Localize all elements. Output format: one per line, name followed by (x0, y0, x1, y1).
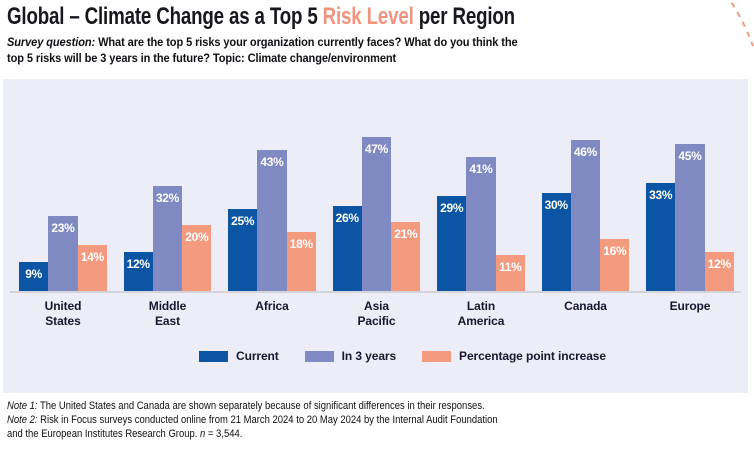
legend-swatch-current (199, 350, 229, 362)
bar-in-3-years: 47% (361, 137, 392, 291)
category-label-latin-america: Latin America (457, 299, 505, 328)
legend-label-increase: Percentage point increase (459, 349, 606, 363)
bar-group-united-states: 9% 23% 14% (19, 216, 107, 291)
note-3-n: n (200, 427, 206, 440)
category-label-united-states: United States (44, 299, 82, 328)
category-label-europe: Europe (669, 299, 711, 313)
bar-percentage-point-increase: 11% (495, 255, 525, 291)
legend-label-in-3-years: In 3 years (341, 349, 397, 363)
bar-in-3-years: 46% (570, 140, 601, 291)
bar-percentage-point-increase: 12% (704, 252, 734, 291)
category-label-middle-east: Middle East (148, 299, 187, 328)
bar-value-label: 11% (499, 260, 522, 274)
bar-value-label: 23% (51, 221, 75, 235)
footnotes: Note 1: The United States and Canada are… (7, 400, 498, 442)
bar-value-label: 16% (603, 244, 627, 258)
bar-current: 33% (646, 183, 676, 291)
note-1-prefix: Note 1: (7, 400, 38, 412)
bar-percentage-point-increase: 20% (182, 225, 212, 291)
note-3-post: = 3,544. (205, 427, 243, 440)
subtitle-line1-text: What are the top 5 risks your organizati… (95, 35, 518, 50)
bar-in-3-years: 45% (675, 144, 705, 291)
dashed-arc-decoration-icon (728, 0, 754, 46)
bar-in-3-years: 43% (257, 150, 287, 291)
bar-group-canada: 30% 46% 16% (541, 140, 630, 291)
bar-value-label: 20% (185, 230, 209, 244)
bar-current: 26% (332, 206, 362, 291)
bar-group-africa: 25% 43% 18% (228, 150, 316, 291)
bars-area: 9% 23% 14% 12% 32% 20% 25% 43% 18% 26% 47% 21% 29% 41… (19, 79, 734, 291)
bar-value-label: 26% (335, 211, 359, 225)
bar-percentage-point-increase: 21% (391, 222, 421, 291)
bar-value-label: 12% (707, 257, 731, 271)
bar-value-label: 29% (440, 201, 464, 215)
bar-value-label: 18% (289, 237, 313, 251)
page-title: Global – Climate Change as a Top 5 Risk … (7, 3, 515, 30)
bar-percentage-point-increase: 14% (77, 245, 107, 291)
note-1-text: The United States and Canada are shown s… (37, 400, 485, 412)
x-axis-line (10, 291, 741, 293)
subtitle-line-2: top 5 risks will be 3 years in the futur… (7, 51, 397, 66)
note-1: Note 1: The United States and Canada are… (7, 400, 498, 414)
bar-value-label: 21% (394, 227, 418, 241)
note-3-pre: and the European Institutes Research Gro… (7, 427, 201, 440)
bar-value-label: 33% (649, 188, 673, 202)
bar-current: 9% (19, 262, 49, 291)
note-2: Note 2: Risk in Focus surveys conducted … (7, 414, 498, 428)
legend-swatch-increase (422, 350, 452, 362)
bar-percentage-point-increase: 18% (286, 232, 316, 291)
category-labels: United States Middle East Africa Asia Pacif… (19, 299, 734, 329)
note-2-prefix: Note 2: (7, 413, 38, 426)
title-accent: Risk Level (322, 3, 414, 30)
bar-value-label: 45% (678, 149, 702, 163)
legend-swatch-in-3-years (304, 350, 334, 362)
legend-item-increase: Percentage point increase (422, 349, 606, 363)
survey-question-subtitle: Survey question: What are the top 5 risk… (7, 35, 606, 67)
bar-value-label: 41% (469, 162, 493, 176)
title-pre: Global – Climate Change as a Top 5 (7, 3, 323, 30)
note-2-continued: and the European Institutes Research Gro… (7, 428, 498, 442)
bar-value-label: 30% (544, 198, 568, 212)
bar-current: 29% (437, 196, 467, 291)
category-label-canada: Canada (564, 299, 607, 313)
bar-group-europe: 33% 45% 12% (646, 144, 734, 291)
legend-label-current: Current (236, 349, 279, 363)
legend-item-current: Current (199, 349, 279, 363)
bar-percentage-point-increase: 16% (600, 239, 630, 291)
title-post: per Region (413, 3, 515, 30)
bar-in-3-years: 41% (466, 157, 496, 291)
bar-in-3-years: 23% (48, 216, 78, 291)
bar-value-label: 9% (25, 267, 43, 281)
chart-panel: 9% 23% 14% 12% 32% 20% 25% 43% 18% 26% 47% 21% 29% 41… (3, 79, 748, 393)
bar-current: 12% (123, 252, 153, 291)
bar-value-label: 32% (155, 191, 180, 205)
legend-item-in-3-years: In 3 years (304, 349, 397, 363)
category-label-asia-pacific: Asia Pacific (357, 299, 396, 328)
note-2-text: Risk in Focus surveys conducted online f… (37, 413, 498, 426)
header: Global – Climate Change as a Top 5 Risk … (7, 3, 658, 67)
bar-current: 30% (541, 193, 571, 291)
subtitle-line-1: Survey question: What are the top 5 risk… (7, 35, 606, 51)
bar-value-label: 12% (126, 257, 150, 271)
dashed-arc-path (728, 0, 754, 46)
bar-value-label: 25% (231, 214, 255, 228)
bar-in-3-years: 32% (152, 186, 183, 291)
bar-value-label: 47% (364, 142, 389, 156)
bar-group-latin-america: 29% 41% 11% (437, 157, 525, 291)
bar-value-label: 46% (573, 145, 598, 159)
bar-value-label: 43% (260, 155, 284, 169)
legend: Current In 3 years Percentage point incr… (30, 349, 754, 363)
bar-value-label: 14% (80, 250, 104, 264)
subtitle-prefix: Survey question: (7, 35, 96, 50)
bar-group-middle-east: 12% 32% 20% (123, 186, 212, 291)
bar-group-asia-pacific: 26% 47% 21% (332, 137, 421, 291)
category-label-africa: Africa (255, 299, 289, 313)
bar-current: 25% (228, 209, 258, 291)
